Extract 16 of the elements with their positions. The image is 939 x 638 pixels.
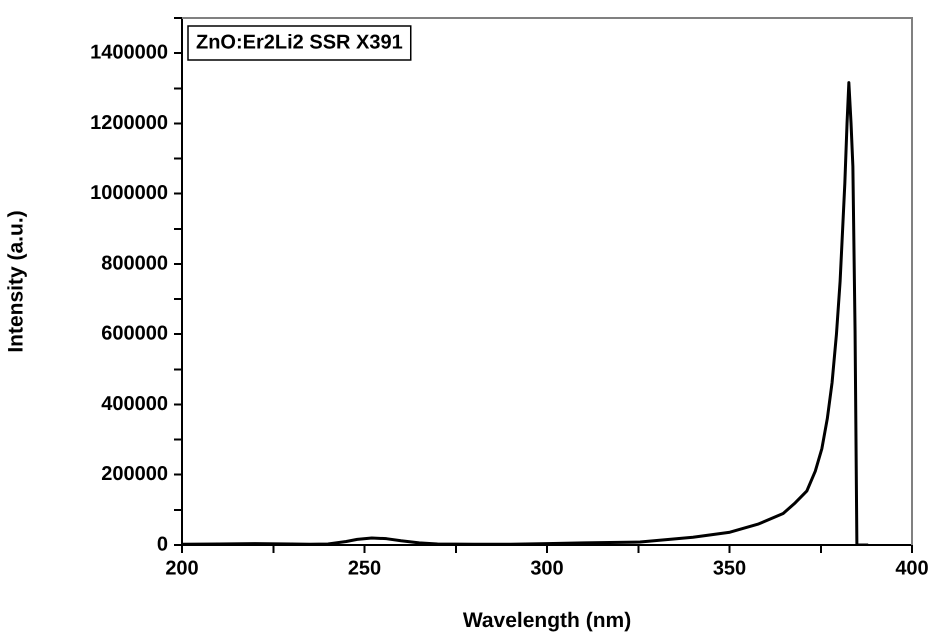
annotation: ZnO:Er2Li2 SSR X391 [196,32,403,54]
x-tick-label: 400 [895,558,929,580]
y-tick-label: 800000 [101,252,168,274]
y-tick-label: 1400000 [90,42,168,64]
y-tick-label: 400000 [101,392,168,415]
y-axis-title: Intensity (a.u.) [4,210,28,353]
y-tick-label: 1000000 [90,182,168,204]
y-tick-label: 600000 [101,322,168,345]
x-tick-label: 300 [530,558,564,580]
x-tick-label: 200 [165,558,199,580]
y-tick-label: 0 [156,534,168,556]
y-tick-label: 1200000 [90,112,168,134]
x-axis-title: Wavelength (nm) [462,609,632,632]
x-tick-label: 250 [348,558,382,580]
y-tick-label: 200000 [101,463,168,486]
x-tick-label: 350 [712,558,746,580]
